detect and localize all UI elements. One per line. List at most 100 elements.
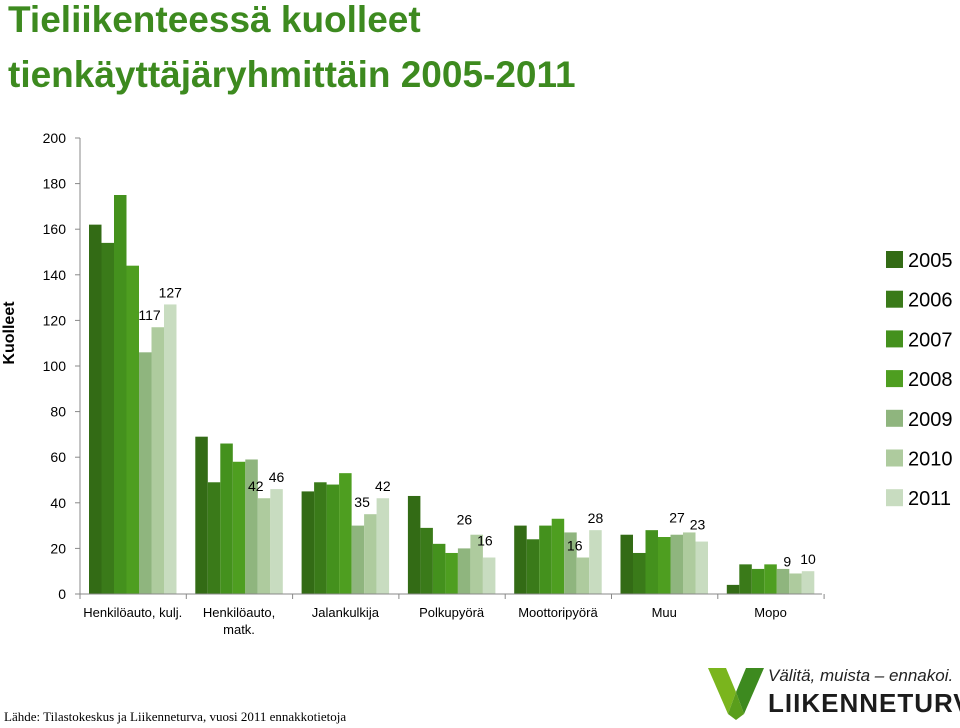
bar-2007-2 bbox=[326, 484, 340, 594]
y-tick-label: 60 bbox=[50, 449, 66, 465]
data-label: 35 bbox=[354, 494, 370, 510]
data-label: 28 bbox=[588, 510, 604, 526]
bar-2007-3 bbox=[432, 543, 446, 594]
bar-2007-0 bbox=[114, 195, 127, 594]
bar-2008-6 bbox=[764, 564, 777, 594]
bar-2010-4 bbox=[576, 557, 590, 594]
bar-2009-0 bbox=[139, 352, 152, 594]
bar-2007-1 bbox=[220, 443, 233, 594]
bar-2005-3 bbox=[407, 495, 421, 594]
bars bbox=[89, 195, 815, 594]
data-label: 10 bbox=[800, 551, 816, 567]
data-label: 16 bbox=[567, 538, 583, 554]
bar-2009-5 bbox=[670, 534, 683, 594]
bar-2006-5 bbox=[633, 552, 646, 594]
brand-name: LIIKENNETURVA bbox=[768, 688, 960, 718]
x-tick-label: Mopo bbox=[754, 605, 787, 620]
bar-2005-1 bbox=[195, 436, 208, 594]
data-label: 127 bbox=[159, 284, 183, 300]
legend-swatch bbox=[886, 370, 903, 388]
y-tick-label: 160 bbox=[43, 221, 67, 237]
bar-2010-3 bbox=[470, 534, 483, 594]
x-tick-label: Henkilöauto, matk. bbox=[203, 605, 275, 637]
x-tick-label: Henkilöauto, kulj. bbox=[83, 605, 182, 620]
data-label: 42 bbox=[375, 478, 391, 494]
x-axis: Henkilöauto, kulj. Henkilöauto, matk. Jalan… bbox=[79, 593, 825, 637]
bar-2006-4 bbox=[526, 539, 540, 594]
bar-2011-2 bbox=[376, 498, 390, 594]
legend-label: 2007 bbox=[908, 329, 953, 351]
y-tick-label: 80 bbox=[50, 404, 66, 420]
bar-2009-3 bbox=[457, 548, 471, 594]
bar-2008-4 bbox=[551, 518, 565, 594]
legend-label: 2010 bbox=[908, 449, 953, 471]
bar-2006-1 bbox=[207, 482, 221, 594]
data-label: 23 bbox=[690, 517, 706, 533]
y-tick-label: 200 bbox=[43, 130, 67, 146]
legend-label: 2008 bbox=[908, 369, 953, 391]
bar-2007-5 bbox=[645, 530, 658, 594]
bar-2011-0 bbox=[164, 304, 177, 594]
y-tick-label: 120 bbox=[43, 312, 67, 328]
bar-2006-3 bbox=[420, 527, 433, 594]
bar-2005-6 bbox=[726, 584, 740, 594]
legend-swatch bbox=[886, 290, 903, 308]
y-tick-label: 0 bbox=[58, 586, 66, 602]
bar-2008-1 bbox=[232, 461, 246, 594]
legend-label: 2011 bbox=[908, 488, 951, 510]
bar-2006-0 bbox=[101, 242, 114, 594]
bar-2008-3 bbox=[445, 552, 458, 594]
legend-swatch bbox=[886, 409, 903, 427]
bar-2010-6 bbox=[789, 573, 802, 594]
legend: 2005 2006 2007 2008 2009 2010 2011 bbox=[886, 250, 953, 510]
bar-2009-4 bbox=[564, 532, 577, 594]
bar-2008-0 bbox=[126, 265, 139, 594]
bar-2010-5 bbox=[683, 532, 696, 594]
y-tick-label: 180 bbox=[43, 176, 67, 192]
bar-2005-4 bbox=[514, 525, 527, 594]
liikenneturva-logo: Välitä, muista – ennakoi. LIIKENNETURVA bbox=[706, 662, 960, 724]
data-label: 46 bbox=[269, 469, 285, 485]
legend-swatch bbox=[886, 449, 903, 467]
slogan-text: Välitä, muista – ennakoi. bbox=[768, 666, 954, 685]
bar-2006-2 bbox=[314, 482, 327, 594]
bar-2011-1 bbox=[270, 489, 283, 594]
legend-swatch bbox=[886, 251, 903, 268]
y-tick-label: 20 bbox=[50, 540, 66, 556]
data-label: 26 bbox=[457, 512, 473, 528]
data-label: 42 bbox=[248, 478, 264, 494]
y-tick-label: 100 bbox=[43, 358, 67, 374]
bar-2010-0 bbox=[151, 327, 164, 594]
x-tick-label: Muu bbox=[652, 605, 677, 620]
bar-2005-0 bbox=[89, 224, 102, 594]
data-label: 27 bbox=[669, 509, 685, 525]
y-tick-label: 40 bbox=[50, 495, 66, 511]
liikenneturva-check-logo-icon bbox=[708, 668, 764, 720]
bar-2010-2 bbox=[364, 514, 377, 594]
source-note: Lähde: Tilastokeskus ja Liikenneturva, v… bbox=[4, 709, 347, 724]
bar-2009-1 bbox=[245, 459, 258, 594]
data-label: 117 bbox=[138, 307, 161, 323]
bar-2010-1 bbox=[257, 498, 271, 594]
bar-2007-4 bbox=[539, 525, 552, 594]
y-tick-label: 140 bbox=[43, 267, 67, 283]
bar-2008-5 bbox=[658, 537, 671, 594]
bar-2011-4 bbox=[589, 530, 602, 594]
legend-label: 2005 bbox=[908, 250, 953, 272]
chart-title-line-1: Tieliikenteessä kuolleet bbox=[8, 0, 421, 40]
x-tick-label: Moottoripyörä bbox=[518, 605, 598, 620]
bar-2011-6 bbox=[801, 571, 815, 594]
y-axis-label: Kuolleet bbox=[1, 301, 18, 365]
bar-2011-3 bbox=[482, 557, 496, 594]
legend-label: 2009 bbox=[908, 409, 953, 431]
x-tick-label: Jalankulkija bbox=[312, 605, 380, 620]
data-label: 16 bbox=[477, 533, 493, 549]
legend-swatch bbox=[886, 330, 903, 348]
bar-2009-2 bbox=[351, 525, 365, 594]
bar-2005-5 bbox=[620, 534, 633, 594]
x-tick-label: Polkupyörä bbox=[419, 605, 485, 620]
legend-swatch bbox=[886, 489, 903, 507]
bar-2007-6 bbox=[751, 568, 765, 594]
